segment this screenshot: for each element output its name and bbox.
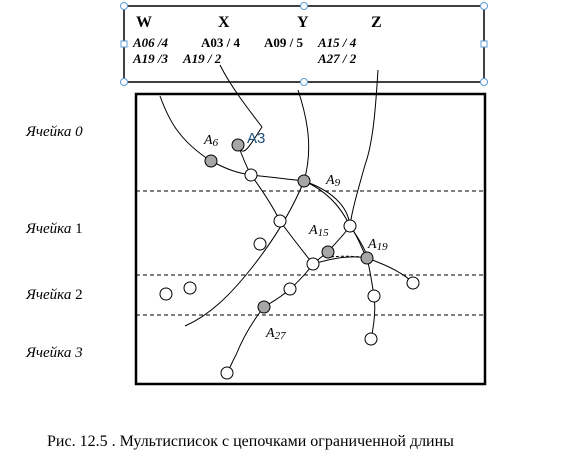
- handle-top-middle: [300, 2, 308, 10]
- node-empty: [364, 332, 378, 346]
- cell-label-3: Ячейка 3: [25, 345, 83, 361]
- figure-caption: Рис. 12.5 . Мультисписок с цепочками огр…: [47, 433, 454, 450]
- node-empty: [159, 287, 173, 301]
- selection-handles[interactable]: [120, 2, 488, 86]
- node-empty: [273, 214, 287, 228]
- node-empty: [220, 366, 234, 380]
- handle-mid-right: [480, 40, 488, 48]
- pointer-y-1: A09 / 5: [264, 35, 304, 50]
- node-empty: [183, 281, 197, 295]
- cell-labels: Ячейка 0 Ячейка 1 Ячейка 2 Ячейка 3: [25, 124, 83, 361]
- node-empty: [406, 276, 420, 290]
- handle-bottom-left: [120, 78, 128, 86]
- header-row-1: A06 /4 A03 / 4 A09 / 5 A15 / 4: [132, 35, 357, 50]
- label-a27: A27: [265, 326, 286, 342]
- chain-y-top: [297, 89, 310, 182]
- pointer-w-1: A06 /4: [132, 35, 169, 50]
- handle-mid-left: [120, 40, 128, 48]
- cell-label-1: Ячейка 1: [25, 221, 83, 237]
- handle-bottom-middle: [300, 78, 308, 86]
- chain-x-dashed: [330, 255, 363, 258]
- label-a9: A9: [325, 173, 341, 189]
- column-z: Z: [371, 14, 382, 31]
- column-x: X: [218, 14, 230, 31]
- handle-top-right: [480, 2, 488, 10]
- header-row-2: A19 /3 A19 / 2 A27 / 2: [132, 51, 357, 66]
- chain-x-start: [219, 64, 263, 152]
- label-a6: A6: [203, 133, 219, 149]
- node-empty: [244, 168, 258, 182]
- node-empty: [306, 257, 320, 271]
- chain-y: [226, 180, 351, 374]
- node-empty: [253, 237, 267, 251]
- node-a9: [297, 174, 311, 188]
- label-a19: A19: [367, 237, 388, 253]
- chain-w: [159, 95, 414, 284]
- node-a3: [231, 138, 245, 152]
- column-w: W: [136, 14, 152, 31]
- column-headers: W X Y Z: [136, 14, 382, 31]
- handle-top-left: [120, 2, 128, 10]
- pointer-z-2: A27 / 2: [317, 51, 357, 66]
- node-empty: [343, 219, 357, 233]
- cell-label-0: Ячейка 0: [25, 124, 83, 140]
- cell-table-frame: [134, 92, 487, 386]
- pointer-z-1: A15 / 4: [317, 35, 357, 50]
- cell-label-2: Ячейка 2: [25, 287, 83, 303]
- node-a19: [360, 251, 374, 265]
- node-empty: [283, 282, 297, 296]
- cell-dividers: [136, 190, 485, 316]
- chain-y-left: [184, 180, 305, 327]
- node-a15: [321, 245, 335, 259]
- node-a27: [257, 300, 271, 314]
- nodes: [159, 138, 420, 380]
- pointer-x-2: A19 / 2: [182, 51, 222, 66]
- node-a6: [204, 154, 218, 168]
- label-a3: A3: [247, 130, 265, 147]
- column-y: Y: [297, 14, 309, 31]
- chains: [159, 64, 414, 374]
- handle-bottom-right: [480, 78, 488, 86]
- pointer-w-2: A19 /3: [132, 51, 169, 66]
- node-labels: A6 A9 A15 A19 A27: [203, 133, 388, 342]
- pointer-x-1: A03 / 4: [201, 35, 241, 50]
- node-empty: [367, 289, 381, 303]
- label-a15: A15: [308, 223, 329, 239]
